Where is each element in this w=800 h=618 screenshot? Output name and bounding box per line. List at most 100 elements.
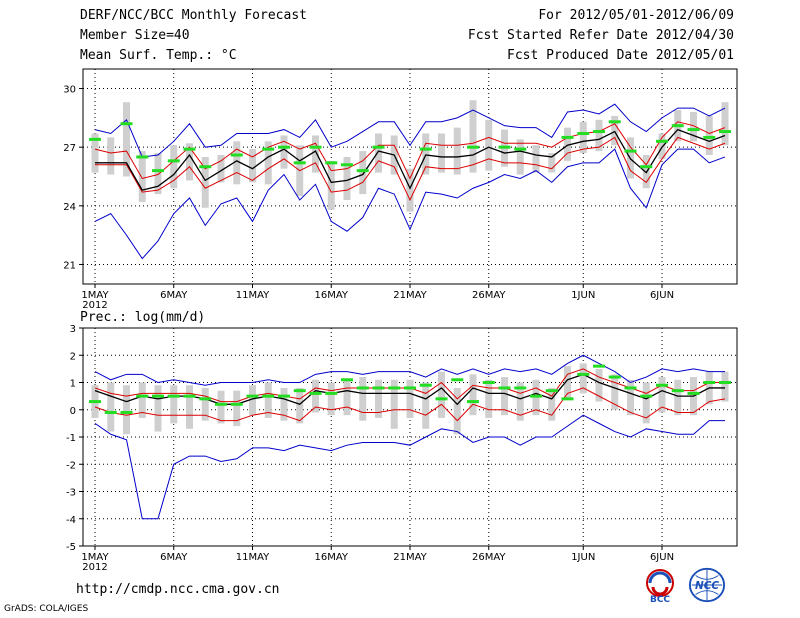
x-tick-label: 21MAY xyxy=(393,290,427,301)
ensemble-box xyxy=(579,363,587,394)
ensemble-box xyxy=(658,133,666,159)
ensemble-box xyxy=(375,133,382,173)
ensemble-box xyxy=(343,379,351,416)
ensemble-box xyxy=(217,155,225,183)
ensemble-box xyxy=(516,382,524,421)
y-tick-label: -5 xyxy=(66,542,76,553)
ensemble-box xyxy=(201,156,209,208)
ensemble-box xyxy=(469,374,477,416)
member-size: Member Size=40 xyxy=(80,28,190,43)
ensemble-box xyxy=(690,112,697,142)
x-tick-label: 26MAY xyxy=(472,290,506,301)
ensemble-box xyxy=(91,133,99,173)
grads-credit: GrADS: COLA/IGES xyxy=(4,604,89,614)
ensemble-box xyxy=(327,382,335,416)
x-tick-label: 2012 xyxy=(82,300,107,311)
forecast-produced: Fcst Produced Date 2012/05/01 xyxy=(507,48,734,63)
bcc-logo: BCC xyxy=(646,569,674,604)
ensemble-box xyxy=(453,127,461,175)
series-maximum xyxy=(94,354,725,386)
ensemble-box xyxy=(280,135,288,169)
y-tick-label: 0 xyxy=(70,406,76,417)
ensemble-box xyxy=(312,379,319,413)
y-tick-label: -2 xyxy=(66,460,76,471)
variable-label: Mean Surf. Temp.: °C xyxy=(80,48,237,63)
ensemble-box xyxy=(658,377,666,413)
series-maximum xyxy=(94,103,726,158)
x-tick-label: 1JUN xyxy=(571,290,595,301)
series-lower-spread xyxy=(95,136,726,202)
forecast-period: For 2012/05/01-2012/06/09 xyxy=(538,8,734,23)
forecast-started: Fcst Started Refer Date 2012/04/30 xyxy=(467,28,734,43)
ensemble-box xyxy=(359,151,367,195)
ensemble-box xyxy=(107,137,115,175)
x-tick-label: 11MAY xyxy=(236,552,270,563)
ensemble-box xyxy=(595,368,603,402)
x-tick-label: 1MAY xyxy=(81,552,109,563)
ensemble-box xyxy=(264,141,272,185)
series-minimum xyxy=(94,148,726,260)
ensemble-box xyxy=(154,385,162,432)
ensemble-box xyxy=(280,387,288,421)
ensemble-box xyxy=(516,139,524,175)
series-minimum xyxy=(94,414,725,520)
ensemble-box xyxy=(642,382,650,424)
y-tick-label: -4 xyxy=(66,515,76,526)
ensemble-box xyxy=(154,153,162,195)
ensemble-box xyxy=(705,115,713,155)
ensemble-box xyxy=(390,379,398,429)
x-tick-label: 6JUN xyxy=(650,290,674,301)
series-lower-spread xyxy=(94,387,726,422)
ensemble-box xyxy=(674,379,682,416)
ensemble-box xyxy=(485,119,493,171)
ensemble-box xyxy=(296,387,304,424)
y-tick-label: 2 xyxy=(70,351,76,362)
ensemble-box xyxy=(564,366,571,399)
chart-title: DERF/NCC/BCC Monthly Forecast xyxy=(80,8,307,23)
x-tick-label: 26MAY xyxy=(472,552,506,563)
y-tick-label: 3 xyxy=(70,324,76,335)
ensemble-box xyxy=(201,387,209,421)
ensemble-box xyxy=(186,385,193,429)
source-url[interactable]: http://cmdp.ncc.cma.gov.cn xyxy=(76,582,280,597)
ensemble-box xyxy=(170,385,178,424)
y-tick-label: -3 xyxy=(66,488,76,499)
y-tick-label: 30 xyxy=(63,85,76,96)
x-tick-label: 1MAY xyxy=(81,290,109,301)
ncc-logo-text: NCC xyxy=(695,580,719,592)
ensemble-box xyxy=(548,153,556,173)
ensemble-box xyxy=(611,374,619,410)
y-tick-label: 24 xyxy=(63,202,76,213)
series-ensemble-mean xyxy=(95,128,726,191)
ensemble-box xyxy=(721,371,729,402)
ensemble-box xyxy=(485,379,493,418)
ensemble-box xyxy=(611,115,619,146)
x-tick-label: 6MAY xyxy=(160,290,188,301)
ensemble-box xyxy=(264,382,272,418)
x-tick-label: 21MAY xyxy=(393,552,427,563)
ensemble-box xyxy=(327,160,335,210)
ensemble-box xyxy=(123,385,130,435)
x-tick-label: 11MAY xyxy=(236,290,270,301)
ensemble-box xyxy=(312,135,319,173)
ensemble-box xyxy=(501,377,508,416)
ensemble-box xyxy=(564,127,571,161)
x-tick-label: 16MAY xyxy=(314,552,348,563)
ensemble-box xyxy=(186,143,193,181)
y-tick-label: 27 xyxy=(63,143,76,154)
x-tick-label: 16MAY xyxy=(314,290,348,301)
ensemble-box xyxy=(375,379,382,418)
ensemble-box xyxy=(217,390,225,424)
ensemble-box xyxy=(422,133,430,175)
ensemble-box xyxy=(453,387,461,435)
ncc-logo: NCC xyxy=(688,567,726,603)
precip-title: Prec.: log(mm/d) xyxy=(80,310,206,325)
y-tick-label: 21 xyxy=(63,260,76,271)
x-tick-label: 6JUN xyxy=(650,552,674,563)
x-tick-label: 1JUN xyxy=(571,552,595,563)
ensemble-box xyxy=(233,390,241,427)
ensemble-box xyxy=(343,156,351,200)
ensemble-box xyxy=(469,100,477,173)
